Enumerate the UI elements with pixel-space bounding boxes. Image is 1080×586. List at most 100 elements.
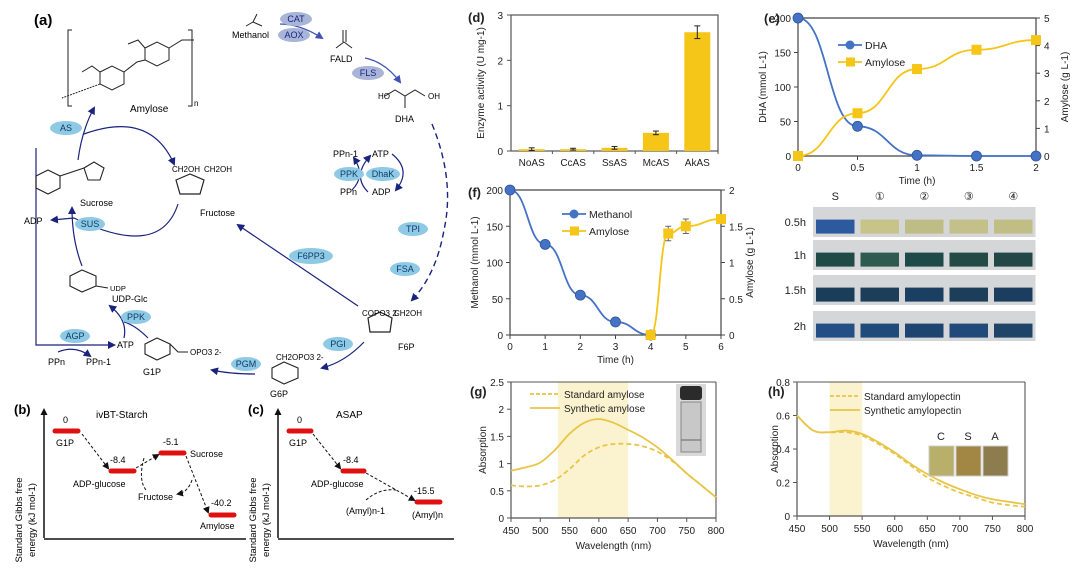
ytick-left-label: 200 <box>774 14 791 25</box>
ytick-right-label: 1.5 <box>729 222 743 233</box>
point-amylose <box>971 44 982 55</box>
ytick-label: 0.6 <box>776 412 790 423</box>
xlabel: Wavelength (nm) <box>873 539 949 550</box>
inset-label-C: C <box>937 431 945 443</box>
ytick-label: 0.4 <box>776 445 790 456</box>
enzyme-agp-label: PPK <box>127 312 145 322</box>
ytick-label: 0.2 <box>776 479 790 490</box>
arrow-atp-adp <box>391 153 404 192</box>
xtick-label-AkAS: AkAS <box>685 158 710 169</box>
ylabel-right: Amylose (g L-1) <box>745 227 756 298</box>
ytick-label: 1 <box>497 102 503 113</box>
ytick-left-label: 0 <box>497 331 503 342</box>
g6p-label: G6P <box>270 389 288 399</box>
xtick-label: 750 <box>678 526 695 537</box>
ytick-right-label: 0.5 <box>729 295 743 306</box>
point-amylose <box>716 214 726 224</box>
ytick-right-label: 4 <box>1044 42 1050 53</box>
ytick-label: 0 <box>498 514 504 525</box>
xtick-label: 4 <box>648 342 654 353</box>
enzyme-cat <box>280 12 312 26</box>
enzyme-as <box>50 121 82 135</box>
legend-marker <box>570 226 579 236</box>
enzyme-tpi-label: TPI <box>406 224 420 234</box>
point-methanol <box>574 289 586 301</box>
xtick-label: 700 <box>649 526 666 537</box>
point-amylose <box>912 64 922 75</box>
enzyme-sus-label: SUS <box>81 219 100 229</box>
inset-cuvette-A <box>982 445 1009 477</box>
ytick-left-label: 150 <box>774 49 791 60</box>
xtick-label-SsAS: SsAS <box>602 158 627 169</box>
ytick-label: 2.5 <box>490 378 504 389</box>
amylose-label: Amylose <box>130 104 169 115</box>
xtick-label: 550 <box>854 524 871 535</box>
point-amylose <box>645 330 656 340</box>
arrow-agp-branch <box>123 321 149 339</box>
enzyme-fsa <box>390 262 420 276</box>
level-amyl-c-value: -15.5 <box>414 486 435 496</box>
panel-c-ylabel-1: Standard Gibbs free <box>248 477 259 562</box>
level-amylose-b-value: -40.2 <box>211 498 232 508</box>
dha-oh: OH <box>428 92 440 101</box>
cuvette-sample <box>949 287 988 302</box>
cuvette-sample <box>905 219 944 234</box>
cuvette-sample <box>860 252 899 267</box>
series-line-standard-amylose <box>510 442 717 499</box>
panel-b-energy-diagram: (b) ivBT-Starch Standard Gibbs free ener… <box>14 402 246 563</box>
ytick-right-label: 0 <box>729 331 735 342</box>
enzyme-fls <box>352 66 384 80</box>
ytick-label: 0 <box>784 512 790 523</box>
sucrose-label: Sucrose <box>80 198 113 208</box>
g6p-structure <box>271 361 299 385</box>
xtick-label-McAS: McAS <box>643 158 670 169</box>
ytick-left-label: 50 <box>780 118 792 129</box>
arrow-sucrose-amylose <box>77 106 95 161</box>
panel-b-title: ivBT-Starch <box>96 410 148 421</box>
point-dha <box>792 12 804 24</box>
enzyme-aox <box>278 28 310 42</box>
enzyme-pgi <box>323 337 353 351</box>
chart-d-enzyme-activity: (d) 0 1 2 3 Enzyme activity (U mg-1) NoAS CcAS S… <box>468 10 719 169</box>
arrow-g1p-udpglc <box>108 304 126 339</box>
adp-right-label: ADP <box>372 187 391 197</box>
xtick-label-NoAS: NoAS <box>519 158 545 169</box>
arrow-methanol-fald <box>279 23 324 40</box>
arrow-dha-f6p <box>410 123 449 302</box>
level-g1p-c-name: G1P <box>289 438 307 448</box>
panel-c-ylabel-2: energy (kJ mol-1) <box>261 483 272 557</box>
xtick-label: 500 <box>532 526 549 537</box>
xtick-label: 3 <box>613 342 619 353</box>
enzyme-dhak <box>366 167 400 181</box>
point-dha <box>971 150 982 162</box>
xtick-label: 0 <box>507 342 513 353</box>
ytick-label: 2 <box>498 405 504 416</box>
fructose-label: Fructose <box>200 208 235 218</box>
ytick-right-label: 3 <box>1044 69 1050 80</box>
enzyme-ppk-left <box>60 329 90 343</box>
legend-marker <box>845 40 855 50</box>
ylabel-left: DHA (mmol L-1) <box>758 51 769 123</box>
legend-marker <box>569 209 579 219</box>
panel-b-side-label: Fructose <box>138 492 173 502</box>
ytick-right-label: 0 <box>1044 152 1050 163</box>
photo-row-label: 1h <box>794 250 806 262</box>
arrow-sucrose-fructose <box>83 126 176 166</box>
dha-structure <box>384 89 426 108</box>
ylabel-left: Methanol (mmol L-1) <box>470 216 481 308</box>
level-g1p-b-value: 0 <box>63 415 68 425</box>
panel-h-label: (h) <box>768 384 785 399</box>
panel-b-label: (b) <box>14 402 31 417</box>
arrow-ppn-left <box>57 348 92 358</box>
amylose-n-subscript: n <box>194 99 198 108</box>
arrow-fald-dha <box>364 57 402 84</box>
arrow-udpglc-sucrose <box>68 206 83 267</box>
ytick-left-label: 150 <box>486 222 503 233</box>
cuvette-photo-grid: S ① ② ③ ④ 0.5h 1h 1.5h 2h <box>785 191 1036 341</box>
fald-structure <box>335 30 353 49</box>
ytick-left-label: 0 <box>785 152 791 163</box>
ylabel: Enzyme activity (U mg-1) <box>476 27 487 139</box>
xtick-label: 500 <box>821 524 838 535</box>
legend-label: Synthetic amylopectin <box>864 406 961 417</box>
